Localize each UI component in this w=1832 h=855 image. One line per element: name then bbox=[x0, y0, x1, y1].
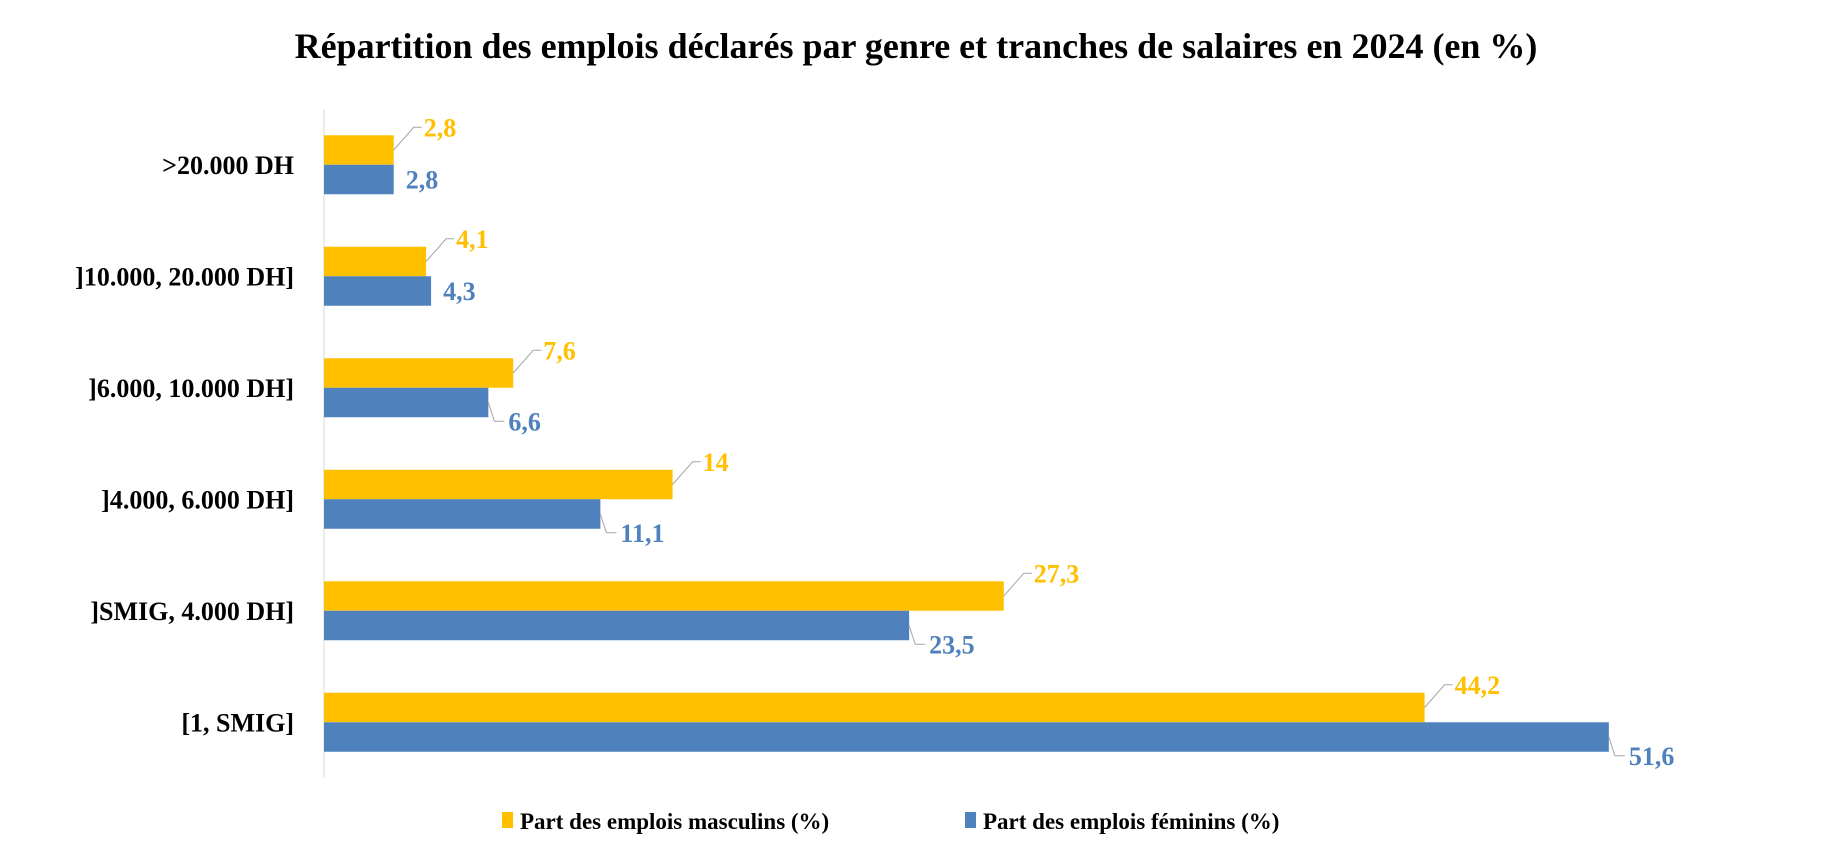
leader-line bbox=[599, 513, 617, 534]
legend: Part des emplois masculins (%) Part des e… bbox=[502, 809, 1279, 834]
data-label: 4,1 bbox=[456, 225, 489, 254]
leader-line bbox=[672, 461, 701, 485]
data-label: 11,1 bbox=[620, 519, 664, 548]
bar-masculin bbox=[324, 469, 673, 500]
data-label: 23,5 bbox=[929, 630, 975, 659]
legend-label: Part des emplois féminins (%) bbox=[983, 809, 1279, 834]
data-label: 7,6 bbox=[543, 336, 576, 365]
leader-line bbox=[512, 349, 542, 374]
leader-line bbox=[908, 625, 926, 645]
data-label: 6,6 bbox=[508, 407, 540, 436]
bar-feminin bbox=[324, 499, 601, 529]
data-label: 44,2 bbox=[1455, 671, 1501, 700]
category-label: ]10.000, 20.000 DH] bbox=[75, 262, 294, 291]
legend-swatch bbox=[965, 812, 976, 828]
data-label: 51,6 bbox=[1629, 742, 1675, 771]
category-label: ]SMIG, 4.000 DH] bbox=[90, 597, 294, 626]
bar-feminin bbox=[324, 276, 432, 306]
data-label: 4,3 bbox=[443, 277, 476, 306]
leader-line bbox=[393, 126, 422, 151]
data-label: 27,3 bbox=[1034, 559, 1080, 588]
bar-feminin bbox=[324, 722, 1609, 752]
leader-line bbox=[1424, 684, 1453, 708]
data-label: 2,8 bbox=[406, 166, 439, 195]
leader-line bbox=[425, 238, 455, 262]
leader-line bbox=[1003, 572, 1032, 597]
category-label: ]6.000, 10.000 DH] bbox=[88, 374, 294, 403]
bar-masculin bbox=[324, 692, 1425, 723]
category-label: ]4.000, 6.000 DH] bbox=[101, 485, 294, 514]
bar-feminin bbox=[324, 610, 910, 641]
plot-area: >20.000 DH 2,8 2,8 ]10.000, 20.000 DH] 4,1 4,… bbox=[75, 109, 1674, 777]
category-label: >20.000 DH bbox=[162, 151, 294, 180]
bar-masculin bbox=[324, 246, 427, 277]
bar-feminin bbox=[324, 387, 489, 418]
data-label: 14 bbox=[703, 448, 729, 477]
chart-title: Répartition des emplois déclarés par gen… bbox=[295, 26, 1538, 66]
bar-masculin bbox=[324, 135, 394, 165]
legend-label: Part des emplois masculins (%) bbox=[520, 809, 829, 834]
bar-feminin bbox=[324, 164, 394, 195]
legend-swatch bbox=[502, 812, 513, 828]
data-label: 2,8 bbox=[424, 113, 457, 142]
category-label: [1, SMIG] bbox=[181, 708, 294, 737]
bar-masculin bbox=[324, 358, 514, 388]
leader-line bbox=[487, 402, 505, 422]
bar-masculin bbox=[324, 581, 1004, 611]
leader-line bbox=[1608, 736, 1625, 757]
